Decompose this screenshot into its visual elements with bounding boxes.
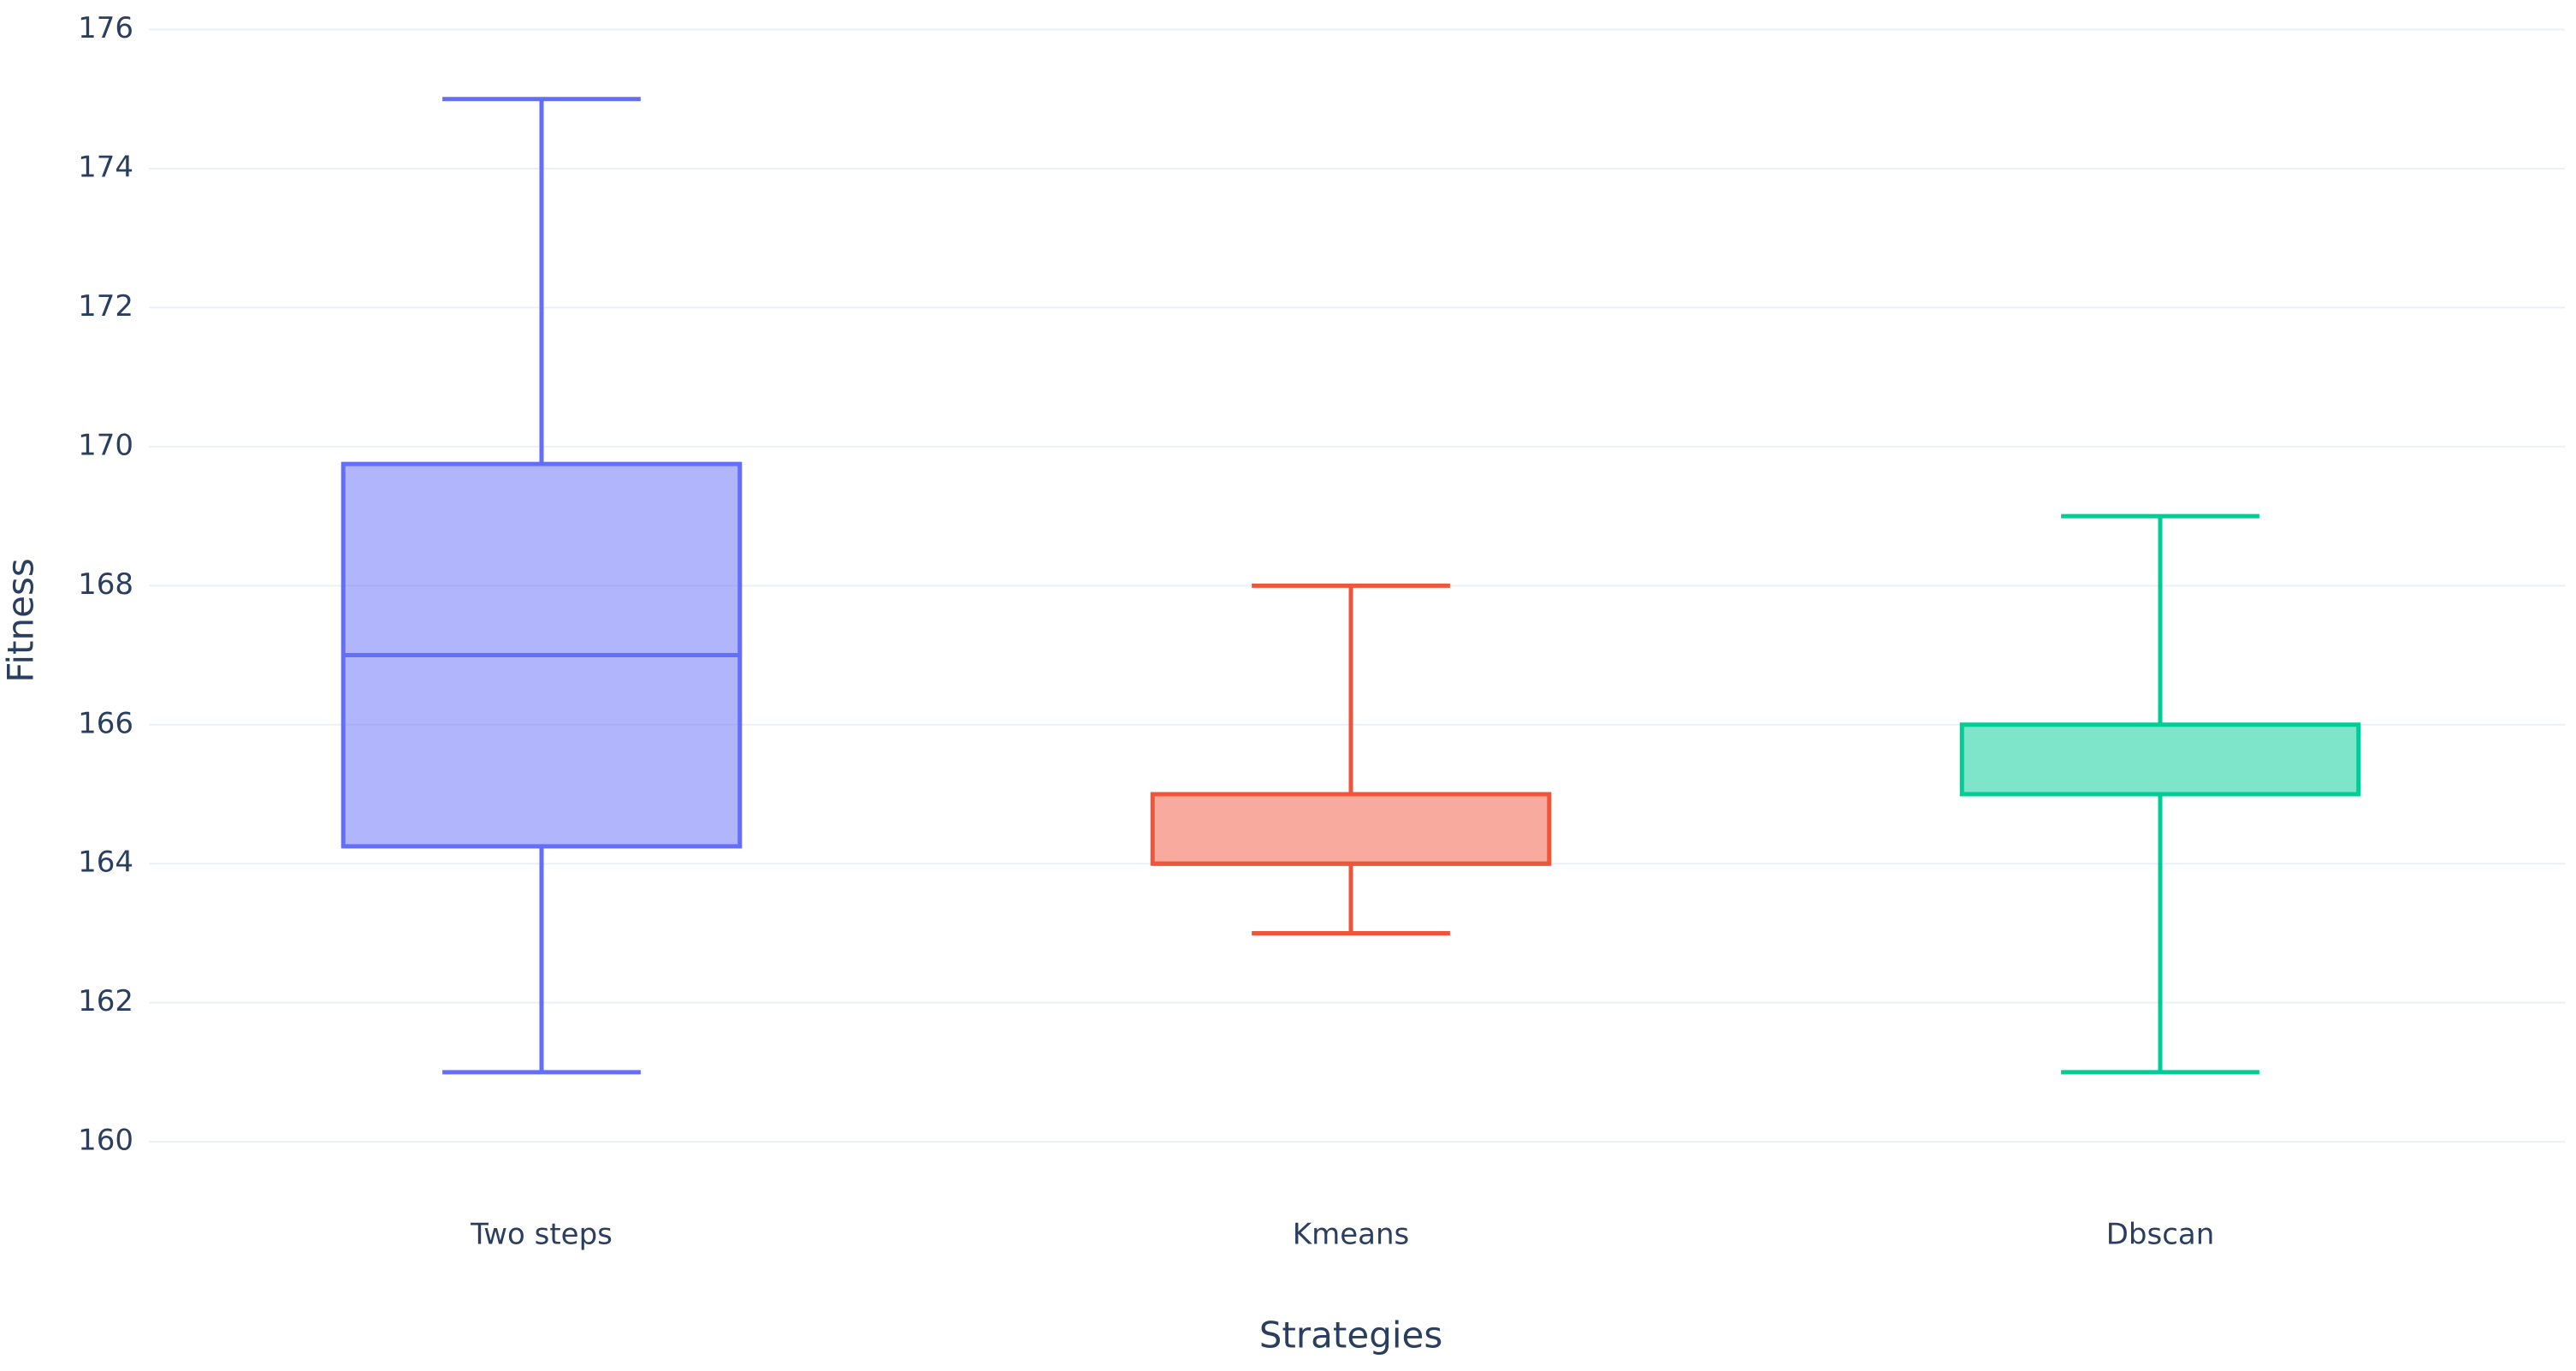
y-tick-label: 166 <box>78 706 133 740</box>
y-tick-label: 174 <box>78 150 133 184</box>
y-axis-title: Fitness <box>0 558 42 682</box>
y-tick-label: 164 <box>78 846 133 880</box>
y-tick-label: 160 <box>78 1124 133 1158</box>
y-tick-label: 172 <box>78 289 133 323</box>
box <box>1959 722 2361 797</box>
box <box>1150 792 1552 866</box>
x-tick-label: Dbscan <box>2106 1218 2215 1252</box>
y-tick-label: 176 <box>78 11 133 45</box>
x-tick-label: Kmeans <box>1293 1218 1409 1252</box>
x-axis-title: Strategies <box>1259 1315 1443 1356</box>
y-tick-label: 170 <box>78 428 133 462</box>
y-tick-label: 162 <box>78 984 133 1018</box>
y-tick-label: 168 <box>78 567 133 602</box>
x-tick-label: Two steps <box>470 1218 613 1252</box>
